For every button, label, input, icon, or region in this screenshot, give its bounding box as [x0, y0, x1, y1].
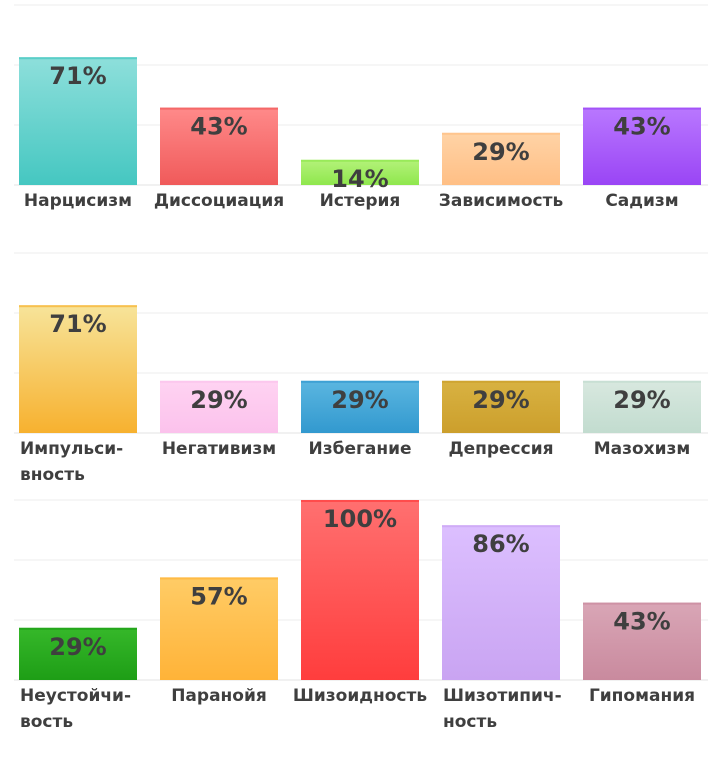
category-label: Садизм [605, 191, 678, 211]
bar [160, 577, 278, 680]
category-label: Нарцисизм [24, 191, 132, 211]
bar-top-edge [19, 305, 137, 308]
category-label: Мазохизм [594, 439, 691, 459]
bar-top-edge [583, 602, 701, 605]
category-label: Негативизм [162, 439, 276, 459]
bar-top-edge [19, 627, 137, 630]
data-label: 86% [472, 530, 529, 558]
data-label: 71% [49, 62, 106, 90]
data-label: 43% [613, 608, 670, 636]
category-label: вость [20, 712, 73, 732]
bar [301, 500, 419, 680]
bar-top-edge [19, 57, 137, 60]
bar [301, 380, 419, 433]
bar-top-edge [583, 380, 701, 383]
bar [442, 380, 560, 433]
bar [583, 602, 701, 680]
data-label: 29% [49, 633, 106, 661]
bar [442, 132, 560, 185]
data-label: 57% [190, 582, 247, 610]
category-label: Шизоидность [293, 686, 427, 706]
category-label: Избегание [308, 439, 411, 459]
data-label: 29% [190, 386, 247, 414]
bar [19, 57, 137, 186]
data-label: 29% [472, 386, 529, 414]
bar [301, 159, 419, 185]
category-label: Истерия [320, 191, 401, 211]
bar-top-edge [442, 380, 560, 383]
category-label: Зависимость [439, 191, 563, 211]
category-label: ность [443, 712, 497, 732]
bar-top-edge [301, 380, 419, 383]
data-label: 29% [331, 386, 388, 414]
category-label: Неустойчи- [20, 686, 131, 706]
data-label: 100% [323, 505, 397, 533]
chart-panel-1: 71% Нарцисизм 43% Диссоциация 14%Истерия 29% З… [14, 4, 708, 211]
bar [583, 380, 701, 433]
bar [160, 380, 278, 433]
category-label: Гипомания [589, 686, 695, 706]
bar [442, 525, 560, 680]
bar-top-edge [160, 107, 278, 110]
category-label: Депрессия [448, 439, 553, 459]
data-label: 29% [472, 138, 529, 166]
bar-top-edge [442, 525, 560, 528]
chart-panel-3: 29% Неустойчи-вость 57% Паранойя 100% Шизоидн… [14, 499, 708, 732]
bar [19, 627, 137, 680]
data-label: 14% [331, 165, 388, 193]
bar-top-edge [160, 380, 278, 383]
bar-top-edge [442, 132, 560, 135]
data-label: 29% [613, 386, 670, 414]
bar [160, 107, 278, 185]
bar-top-edge [583, 107, 701, 110]
category-label: Импульси- [20, 439, 123, 459]
category-label: Шизотипич- [443, 686, 562, 706]
bar-top-edge [301, 500, 419, 502]
chart-panel-2: 71% Импульси-вность 29% Негативизм 29% Избега… [14, 252, 708, 485]
bar-top-edge [301, 159, 419, 162]
category-label: Диссоциация [154, 191, 284, 211]
category-label: вность [20, 465, 85, 485]
data-label: 43% [613, 113, 670, 141]
data-label: 43% [190, 113, 247, 141]
category-label: Паранойя [171, 686, 267, 706]
bar [19, 305, 137, 433]
bar [583, 107, 701, 185]
data-label: 71% [49, 310, 106, 338]
bar-top-edge [160, 577, 278, 580]
